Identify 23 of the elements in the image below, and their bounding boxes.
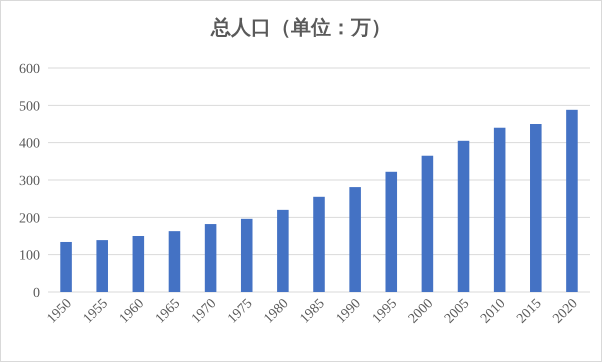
bar [132,236,144,292]
bar [313,196,325,292]
bar [566,110,578,292]
bar [494,128,506,292]
y-tick-label: 0 [33,286,40,301]
bar [385,172,398,292]
bar [530,124,542,292]
bar [349,187,361,292]
y-tick-label: 100 [19,248,40,264]
bar [168,231,180,292]
bar [60,242,72,292]
bar [458,140,470,292]
chart-title: 总人口（单位：万） [210,16,391,39]
y-tick-label: 300 [19,174,40,189]
bar [422,156,434,292]
bar [240,218,253,292]
y-tick-label: 400 [19,136,40,152]
y-tick-label: 600 [19,62,40,77]
y-tick-label: 200 [19,211,40,226]
bar [96,240,108,292]
bar [204,224,216,292]
y-tick-label: 500 [19,99,40,114]
bar [277,210,289,292]
